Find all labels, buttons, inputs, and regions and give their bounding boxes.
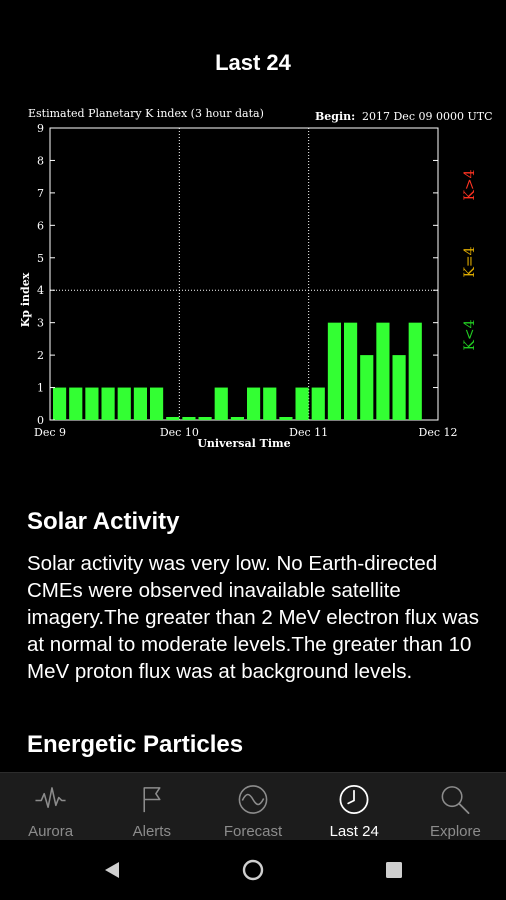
- kp-bar: [150, 387, 164, 420]
- tab-label: Explore: [429, 823, 481, 840]
- kp-bar: [53, 387, 67, 420]
- section-title-energetic-particles: Energetic Particles: [27, 731, 244, 758]
- kp-bar: [230, 417, 244, 420]
- y-tick-label: 9: [37, 122, 44, 135]
- y-tick-label: 6: [37, 219, 44, 232]
- tab-label: Forecast: [223, 823, 283, 840]
- kp-bar: [327, 322, 341, 420]
- kp-bar: [69, 387, 83, 420]
- chart-begin-label: Begin:: [315, 110, 355, 123]
- clock-icon: [339, 785, 369, 814]
- tab-last-24[interactable]: Last 24: [304, 773, 405, 840]
- x-tick-label: Dec 9: [34, 426, 66, 439]
- chart-legend: K<4 K=4 K>4: [462, 169, 478, 350]
- x-tick-label: Dec 11: [289, 426, 328, 439]
- tab-alerts[interactable]: Alerts: [101, 773, 202, 840]
- section-body-solar-activity: Solar activity was very low. No Earth-di…: [27, 552, 479, 683]
- tab-label: Last 24: [329, 823, 379, 840]
- chart-yticks: 0 1 2 3 4 5 6 7 8 9: [37, 122, 438, 427]
- kp-bar: [344, 322, 358, 420]
- page-title: Last 24: [215, 50, 291, 75]
- chart-begin-value: 2017 Dec 09 0000 UTC: [362, 110, 493, 123]
- section-title-solar-activity: Solar Activity: [27, 508, 180, 535]
- y-tick-label: 4: [37, 284, 44, 297]
- kp-bar: [311, 387, 325, 420]
- kp-bar: [392, 355, 406, 420]
- kp-bar: [198, 417, 212, 420]
- kp-bar: [85, 387, 99, 420]
- chart-title: Estimated Planetary K index (3 hour data…: [28, 107, 264, 120]
- kp-bar: [360, 355, 374, 420]
- x-tick-label: Dec 12: [419, 426, 458, 439]
- chart-ylabel: Kp index: [19, 272, 32, 327]
- system-nav-bar: [0, 840, 506, 900]
- chart-xticks: Dec 9 Dec 10 Dec 11 Dec 12: [34, 426, 457, 439]
- recents-nav-icon[interactable]: [383, 859, 405, 881]
- kp-bar: [247, 387, 261, 420]
- legend-entry: K<4: [462, 319, 478, 350]
- kp-bar: [133, 387, 147, 420]
- kp-bar: [263, 387, 277, 420]
- forecast-icon: [238, 785, 268, 814]
- chart-bars: [53, 322, 422, 420]
- search-icon: [442, 786, 470, 814]
- y-tick-label: 7: [37, 187, 44, 200]
- y-tick-label: 1: [37, 382, 44, 395]
- y-tick-label: 8: [37, 154, 44, 167]
- y-tick-label: 2: [37, 349, 44, 362]
- y-tick-label: 5: [37, 252, 44, 265]
- x-tick-label: Dec 10: [160, 426, 199, 439]
- y-tick-label: 0: [37, 414, 44, 427]
- kp-bar: [279, 417, 293, 420]
- kp-bar: [182, 417, 196, 420]
- chart-xlabel: Universal Time: [197, 437, 290, 450]
- tab-explore[interactable]: Explore: [405, 773, 506, 840]
- kp-bar: [117, 387, 131, 420]
- legend-entry: K>4: [462, 169, 478, 200]
- kp-bar: [214, 387, 228, 420]
- kp-bar: [408, 322, 422, 420]
- tab-forecast[interactable]: Forecast: [202, 773, 303, 840]
- home-nav-icon[interactable]: [242, 859, 264, 881]
- flag-icon: [143, 787, 161, 813]
- back-nav-icon[interactable]: [101, 859, 123, 881]
- kp-bar: [166, 417, 180, 420]
- aurora-icon: [35, 787, 66, 809]
- bottom-tab-bar: Aurora Alerts Forecast Last 24 Explore: [0, 772, 506, 840]
- kp-index-chart: Estimated Planetary K index (3 hour data…: [0, 100, 506, 460]
- legend-entry: K=4: [462, 246, 478, 277]
- y-tick-label: 3: [37, 317, 44, 330]
- kp-bar: [376, 322, 390, 420]
- kp-bar: [295, 387, 309, 420]
- tab-label: Aurora: [28, 823, 74, 840]
- kp-bar: [101, 387, 115, 420]
- tab-aurora[interactable]: Aurora: [0, 773, 101, 840]
- kp-chart-svg: Estimated Planetary K index (3 hour data…: [19, 107, 493, 450]
- tab-label: Alerts: [132, 823, 171, 840]
